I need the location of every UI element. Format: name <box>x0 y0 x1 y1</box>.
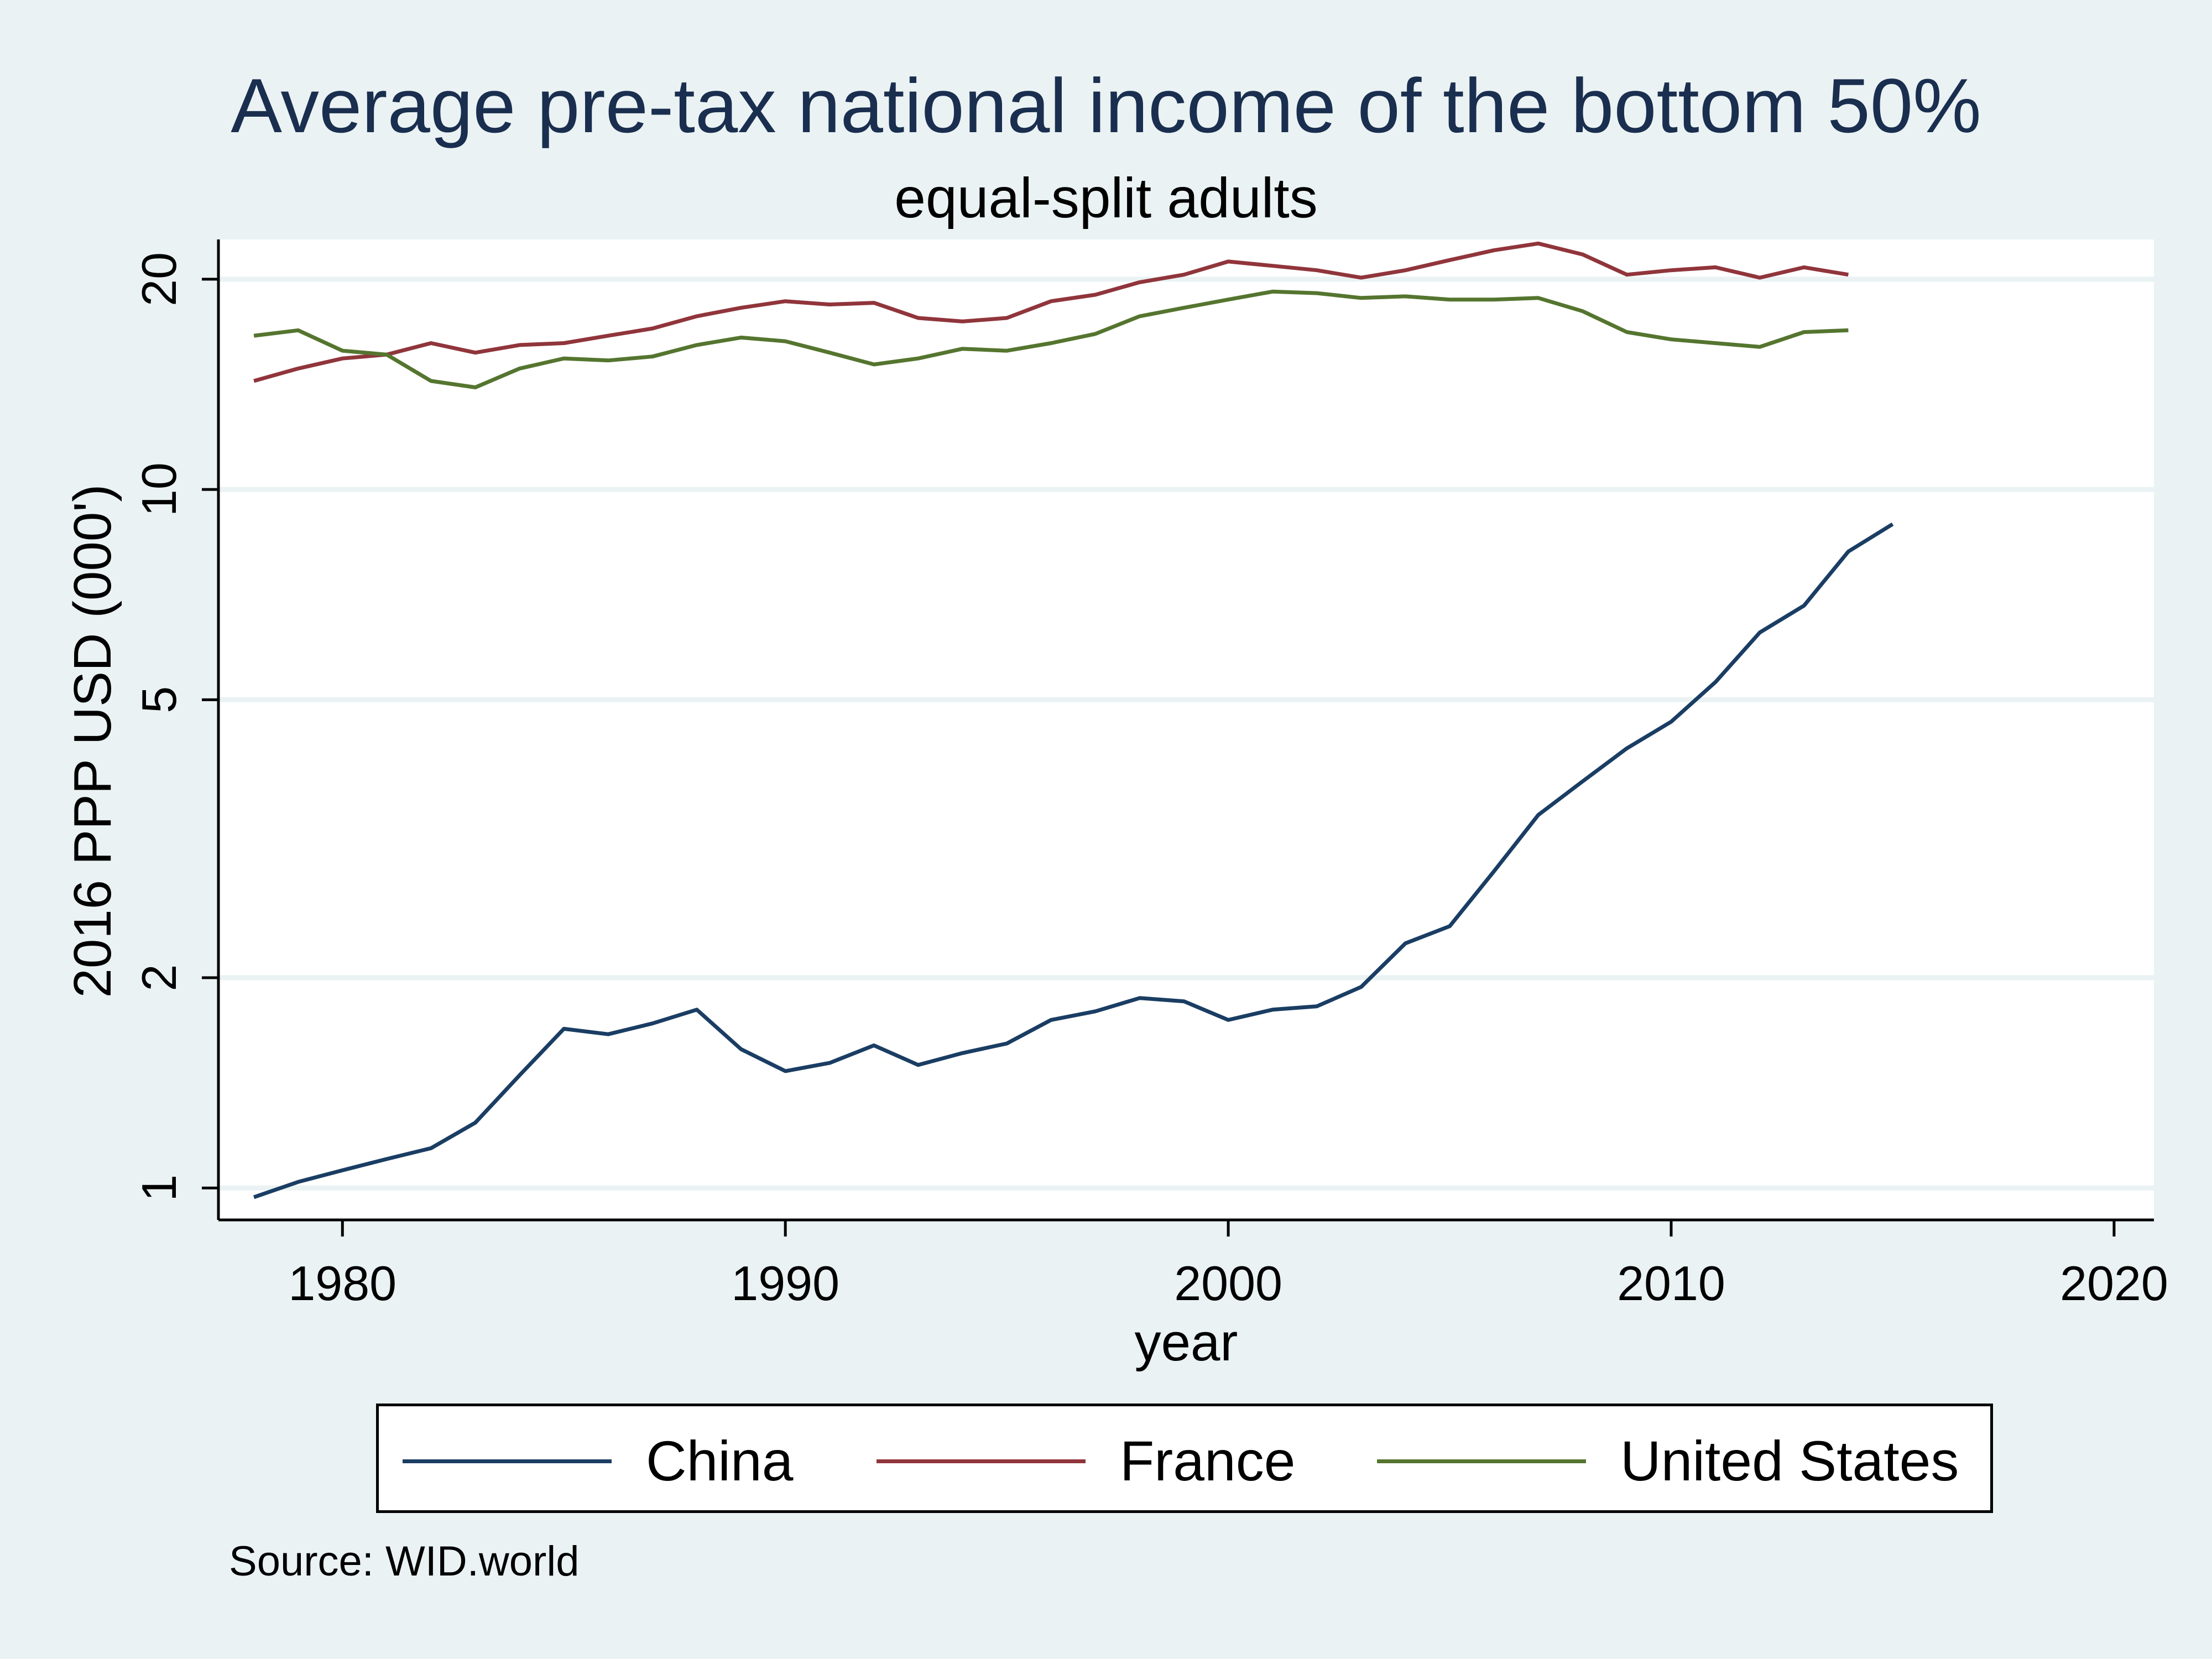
y-tick-label-10: 10 <box>132 462 186 517</box>
legend-swatch-china <box>403 1459 612 1463</box>
chart-title: Average pre-tax national income of the b… <box>231 63 1981 149</box>
y-tick-label-20: 20 <box>132 252 186 306</box>
source-note: Source: WID.world <box>229 1538 580 1585</box>
x-tick-label-2020: 2020 <box>2060 1256 2168 1311</box>
x-tick-label-1990: 1990 <box>731 1256 839 1311</box>
legend-label-china: China <box>646 1429 794 1493</box>
series-line-united-states <box>253 289 1849 389</box>
series-lines <box>253 241 1894 1199</box>
line-chart: 1 2 5 10 20 1980 1990 2000 2010 2020 2016 PPP US… <box>63 239 2168 1372</box>
legend-item-united-states: United States <box>1377 1406 1959 1516</box>
chart-subtitle: equal-split adults <box>894 166 1318 229</box>
grid-lines <box>218 276 2154 1191</box>
series-line-france <box>253 241 1849 383</box>
plot-area <box>218 239 2154 1220</box>
x-axis-title: year <box>1135 1313 1238 1372</box>
series-line-china <box>253 522 1894 1199</box>
legend-label-france: France <box>1120 1429 1296 1493</box>
legend-swatch-united-states <box>1377 1459 1586 1463</box>
legend-swatch-france <box>877 1459 1086 1463</box>
y-tick-label-5: 5 <box>132 686 186 713</box>
y-tick-label-2: 2 <box>132 964 186 991</box>
x-axis-ticks: 1980 1990 2000 2010 2020 <box>288 1220 2168 1311</box>
x-tick-label-2010: 2010 <box>1617 1256 1725 1311</box>
y-axis-ticks: 1 2 5 10 20 <box>132 252 218 1202</box>
legend-item-china: China <box>403 1406 794 1516</box>
x-tick-label-1980: 1980 <box>288 1256 397 1311</box>
legend-item-france: France <box>877 1406 1295 1516</box>
x-tick-label-2000: 2000 <box>1174 1256 1282 1311</box>
y-axis-title: 2016 PPP USD (000') <box>63 484 122 998</box>
legend: China France United States <box>376 1404 1993 1513</box>
y-tick-label-1: 1 <box>132 1175 186 1202</box>
legend-label-united-states: United States <box>1620 1429 1959 1493</box>
